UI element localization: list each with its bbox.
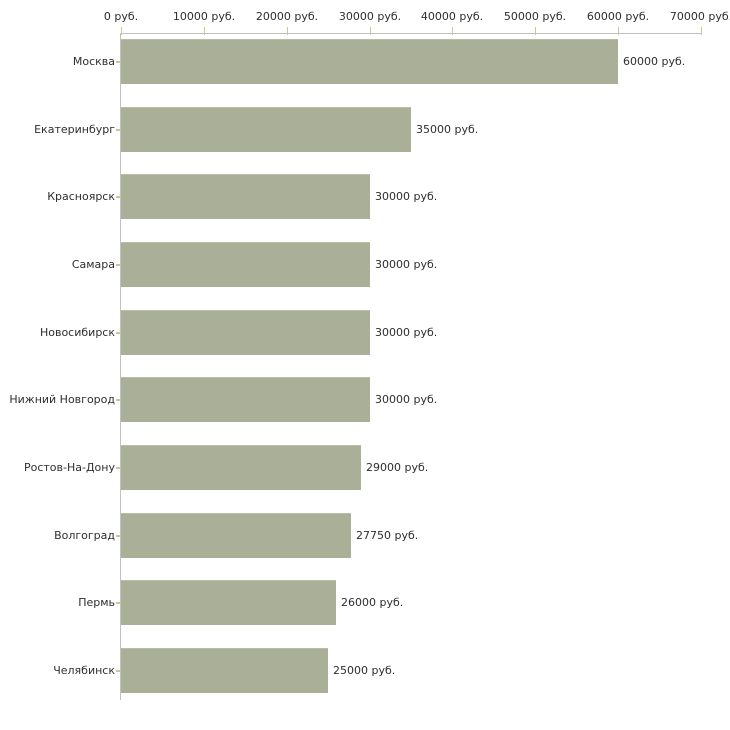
category-label: Новосибирск — [39, 326, 115, 339]
value-label: 26000 руб. — [341, 596, 404, 609]
bar — [121, 310, 370, 355]
x-tick-mark — [618, 27, 619, 35]
category-tick-mark — [116, 670, 121, 672]
category-tick-mark — [116, 196, 121, 198]
x-tick-label: 50000 руб. — [503, 10, 567, 23]
value-label: 30000 руб. — [375, 190, 438, 203]
value-label: 30000 руб. — [375, 393, 438, 406]
bar — [121, 242, 370, 287]
x-tick-mark — [370, 27, 371, 35]
category-label: Пермь — [78, 596, 115, 609]
category-label: Волгоград — [54, 529, 115, 542]
bar — [121, 174, 370, 219]
x-tick-label: 40000 руб. — [420, 10, 484, 23]
category-label: Москва — [72, 55, 115, 68]
value-label: 60000 руб. — [623, 55, 686, 68]
x-tick-mark — [121, 27, 122, 35]
y-axis-line — [120, 33, 121, 700]
category-label: Красноярск — [47, 190, 115, 203]
x-tick-mark — [287, 27, 288, 35]
bar — [121, 377, 370, 422]
category-tick-mark — [116, 467, 121, 469]
bar — [121, 39, 618, 84]
x-tick-mark — [452, 27, 453, 35]
x-tick-label: 70000 руб. — [669, 10, 730, 23]
category-label: Екатеринбург — [34, 123, 115, 136]
x-tick-label: 10000 руб. — [172, 10, 236, 23]
category-label: Ростов-На-Дону — [23, 461, 115, 474]
category-tick-mark — [116, 535, 121, 537]
bar — [121, 580, 336, 625]
bar — [121, 445, 361, 490]
category-tick-mark — [116, 61, 121, 63]
x-tick-mark — [204, 27, 205, 35]
bar — [121, 648, 328, 693]
x-tick-mark — [701, 27, 702, 35]
x-tick-label: 30000 руб. — [338, 10, 402, 23]
value-label: 30000 руб. — [375, 258, 438, 271]
category-tick-mark — [116, 129, 121, 131]
category-label: Самара — [71, 258, 115, 271]
category-tick-mark — [116, 332, 121, 334]
x-tick-label: 0 руб. — [103, 10, 139, 23]
bar — [121, 513, 351, 558]
category-label: Нижний Новгород — [9, 393, 115, 406]
value-label: 27750 руб. — [356, 529, 419, 542]
x-tick-mark — [535, 27, 536, 35]
value-label: 30000 руб. — [375, 326, 438, 339]
x-axis-line — [120, 33, 701, 34]
category-tick-mark — [116, 264, 121, 266]
category-tick-mark — [116, 602, 121, 604]
value-label: 35000 руб. — [416, 123, 479, 136]
x-tick-label: 20000 руб. — [255, 10, 319, 23]
category-tick-mark — [116, 399, 121, 401]
value-label: 29000 руб. — [366, 461, 429, 474]
category-label: Челябинск — [53, 664, 115, 677]
value-label: 25000 руб. — [333, 664, 396, 677]
bar — [121, 107, 411, 152]
x-tick-label: 60000 руб. — [586, 10, 650, 23]
